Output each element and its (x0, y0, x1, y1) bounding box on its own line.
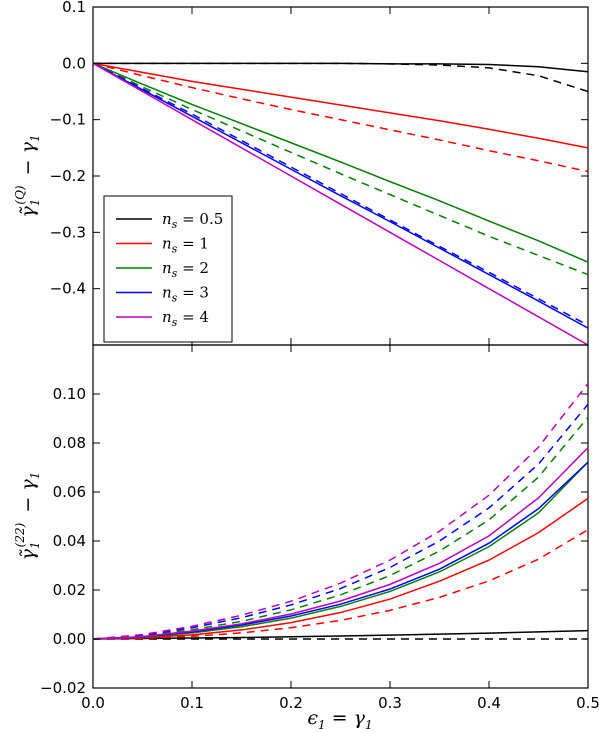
top-series-solid-4 (92, 62, 589, 346)
top-series-solid-0p5 (93, 62, 589, 73)
top-series-dashed-3 (92, 62, 589, 326)
bottom-series-solid-0p5 (92, 629, 589, 640)
bottom-ylabel-sup: (22) (13, 522, 27, 547)
bottom-series-lines (92, 382, 589, 640)
legend-label: ns = 1 (162, 235, 209, 256)
bottom-series-dashed-1 (92, 529, 589, 640)
top-series-dashed-1 (92, 62, 589, 173)
bottom-y-axis-label: γ̃1(22) − γ1 (13, 472, 42, 561)
xlabel-sub2: 1 (365, 718, 373, 732)
top-ylabel-sup: (Q) (13, 185, 27, 205)
bottom-series-solid-4 (92, 447, 589, 640)
top-ylabel-gamma: γ̃ (17, 206, 39, 218)
bottom-ylabel-rest: − γ (17, 479, 39, 519)
bottom-x-ticks: 0.0 0.1 0.2 0.3 0.4 0.5 (81, 694, 599, 712)
top-series-solid-2 (92, 62, 589, 263)
bottom-series-dashed-2 (92, 416, 589, 640)
bottom-x-tick-label: 0.1 (180, 694, 204, 712)
bottom-plot-frame (92, 344, 589, 689)
bottom-x-tick-label: 0.2 (279, 694, 303, 712)
top-ylabel-sub2: 1 (28, 134, 42, 142)
bottom-y-tick-label: 0.04 (53, 532, 86, 550)
bottom-x-tick-label: 0.5 (576, 694, 599, 712)
legend-label: ns = 2 (162, 259, 209, 280)
top-ylabel-rest: − γ (17, 141, 39, 181)
top-series-dashed-0p5 (93, 62, 589, 93)
bottom-panel: 0.100.080.060.040.020.00−0.02 0.0 0.1 0.2 0… (13, 344, 599, 732)
top-panel: 0.10.0−0.1−0.2−0.3−0.4 γ̃1(Q) − γ1 ns = … (13, 0, 589, 346)
top-ylabel-sub: 1 (28, 199, 42, 207)
bottom-x-tick-label: 0.4 (477, 694, 501, 712)
legend: ns = 0.5 ns = 1 ns = 2 ns = 3 ns = 4 (103, 195, 233, 343)
xlabel-eps: ϵ (307, 707, 318, 729)
svg-text:γ̃1(22) − γ1: γ̃1(22) − γ1 (13, 472, 42, 561)
bottom-series-solid-1 (92, 497, 589, 640)
top-y-axis-label: γ̃1(Q) − γ1 (13, 134, 42, 217)
legend-label: ns = 4 (162, 308, 209, 329)
bottom-y-tick-label: 0.02 (53, 581, 86, 599)
bottom-x-tick-label: 0.3 (378, 694, 402, 712)
legend-label: ns = 3 (162, 284, 209, 305)
bottom-y-tick-label: 0.00 (53, 630, 86, 648)
xlabel-sub: 1 (318, 718, 326, 732)
bottom-ylabel-gamma: γ̃ (17, 548, 39, 560)
top-y-tick-label: −0.1 (50, 111, 86, 129)
top-series-lines (92, 62, 589, 346)
top-y-tick-label: −0.2 (50, 167, 86, 185)
top-y-ticks: 0.1 0.0 −0.1 −0.2 −0.3 −0.4 (50, 0, 589, 345)
bottom-series-dashed-4 (92, 382, 589, 640)
xlabel-rest: = γ (326, 707, 366, 729)
bottom-x-tick-label: 0.0 (81, 694, 105, 712)
x-axis-label: ϵ1 = γ1 (307, 707, 372, 732)
top-series-solid-3 (92, 62, 589, 329)
svg-text:γ̃1(Q) − γ1: γ̃1(Q) − γ1 (13, 134, 42, 217)
legend-label: ns = 0.5 (162, 210, 223, 231)
top-series-dashed-2 (92, 62, 589, 276)
bottom-y-ticks: 0.10 0.08 0.06 0.04 0.02 0.00 −0.02 (40, 345, 589, 697)
bottom-ylabel-sub: 1 (28, 541, 42, 549)
top-y-tick-label: 0.1 (62, 0, 86, 16)
top-y-tick-label: −0.4 (50, 280, 86, 298)
top-y-tick-label: −0.3 (50, 223, 86, 241)
bottom-series-dashed-3 (92, 403, 589, 640)
bottom-ylabel-sub2: 1 (28, 472, 42, 480)
top-series-solid-1 (92, 62, 589, 149)
top-y-tick-label: 0.0 (62, 54, 86, 72)
bottom-y-tick-label: 0.10 (53, 385, 86, 403)
bottom-y-tick-label: 0.08 (53, 434, 86, 452)
bottom-y-tick-label: 0.06 (53, 483, 86, 501)
bottom-y-tick-label: −0.02 (40, 679, 86, 697)
